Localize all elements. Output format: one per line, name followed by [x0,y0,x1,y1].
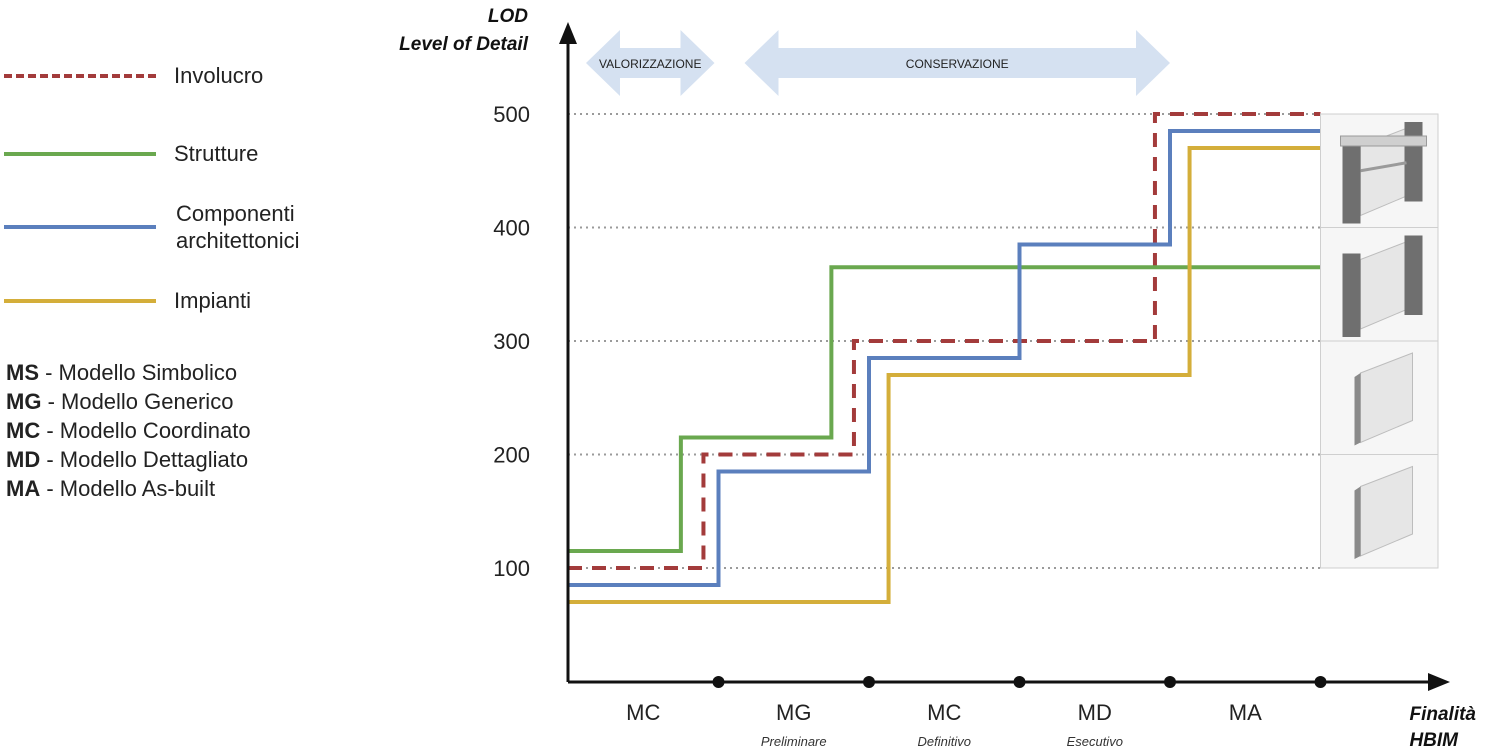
x-phase-sublabel: Esecutivo [1067,734,1123,749]
x-phase-sublabel: Preliminare [761,734,827,749]
legend-item-componenti: Componenti architettonici [0,200,326,254]
x-phase-dot [712,676,725,688]
x-axis-arrow [1428,673,1450,691]
abbreviation-item: MC - Modello Coordinato [6,418,251,443]
abbreviation-item: MG - Modello Generico [6,389,234,414]
range-double-arrow [586,30,715,96]
x-phase-label: MC [927,700,961,725]
legend-line-yellow [4,298,156,303]
x-phase-dot [863,676,875,688]
y-axis-label-line2: Level of Detail [399,34,529,55]
abbreviation-item: MD - Modello Dettagliato [6,447,249,472]
legend: Involucro Strutture Componenti architett… [0,0,340,520]
y-tick-label: 200 [493,443,530,468]
legend-item-involucro: Involucro [0,62,263,89]
x-axis-label-line1: Finalità [1409,704,1476,725]
legend-item-impianti: Impianti [0,287,251,314]
y-tick-label: 500 [493,102,530,127]
column-left [1342,140,1361,224]
x-phase-label: MC [626,700,660,725]
abbreviation-list: MS - Modello Simbolico MG - Modello Gene… [6,358,251,503]
x-phase-dot [1013,676,1026,688]
axes: LOD Level of Detail Finalità HBIM [399,6,1476,751]
wall-edge [1354,373,1361,446]
abbreviation-item: MA - Modello As-built [6,476,216,501]
legend-line-blue [4,225,156,229]
beam-mid [1360,161,1407,173]
column-right [1404,235,1423,315]
range-arrows: VALORIZZAZIONE CONSERVAZIONE [586,30,1170,96]
x-phase-sublabel: Definitivo [918,734,971,749]
illustrations [1320,113,1439,569]
range-label: VALORIZZAZIONE [599,57,701,71]
series-line [568,146,1321,605]
legend-label: Strutture [174,141,259,166]
beam-top [1340,135,1427,147]
column-left [1342,253,1361,337]
y-tick-label: 300 [493,329,530,354]
series-lines [568,112,1321,605]
legend-label: Impianti [174,288,252,313]
legend-line-green [4,151,156,156]
wall-edge [1354,486,1361,559]
ticks: 100 200 300 400 500 MC MG Preliminare MC Definiti… [493,102,1327,749]
legend-item-strutture: Strutture [0,140,258,167]
y-tick-label: 400 [493,216,530,241]
legend-label: Involucro [174,63,264,88]
y-axis-arrow [559,22,577,44]
x-phase-label: MD [1078,700,1112,725]
x-axis-label-line2: HBIM [1409,730,1459,751]
y-tick-label: 100 [493,556,530,581]
y-axis-label-line1: LOD [488,6,528,27]
legend-label: Componenti architettonici [176,201,300,253]
range-double-arrow [744,30,1170,96]
abbreviation-item: MS - Modello Simbolico [6,360,238,385]
series-line [568,265,1321,553]
series-line [568,112,1321,570]
x-phase-label: MA [1229,700,1262,725]
x-phase-dot [1164,676,1176,688]
series-line [568,129,1321,588]
legend-line-dashed-red [4,73,156,78]
x-phase-dot [1314,676,1327,688]
column-right [1404,122,1423,202]
range-label: CONSERVAZIONE [906,57,1009,71]
x-phase-label: MG [776,700,811,725]
